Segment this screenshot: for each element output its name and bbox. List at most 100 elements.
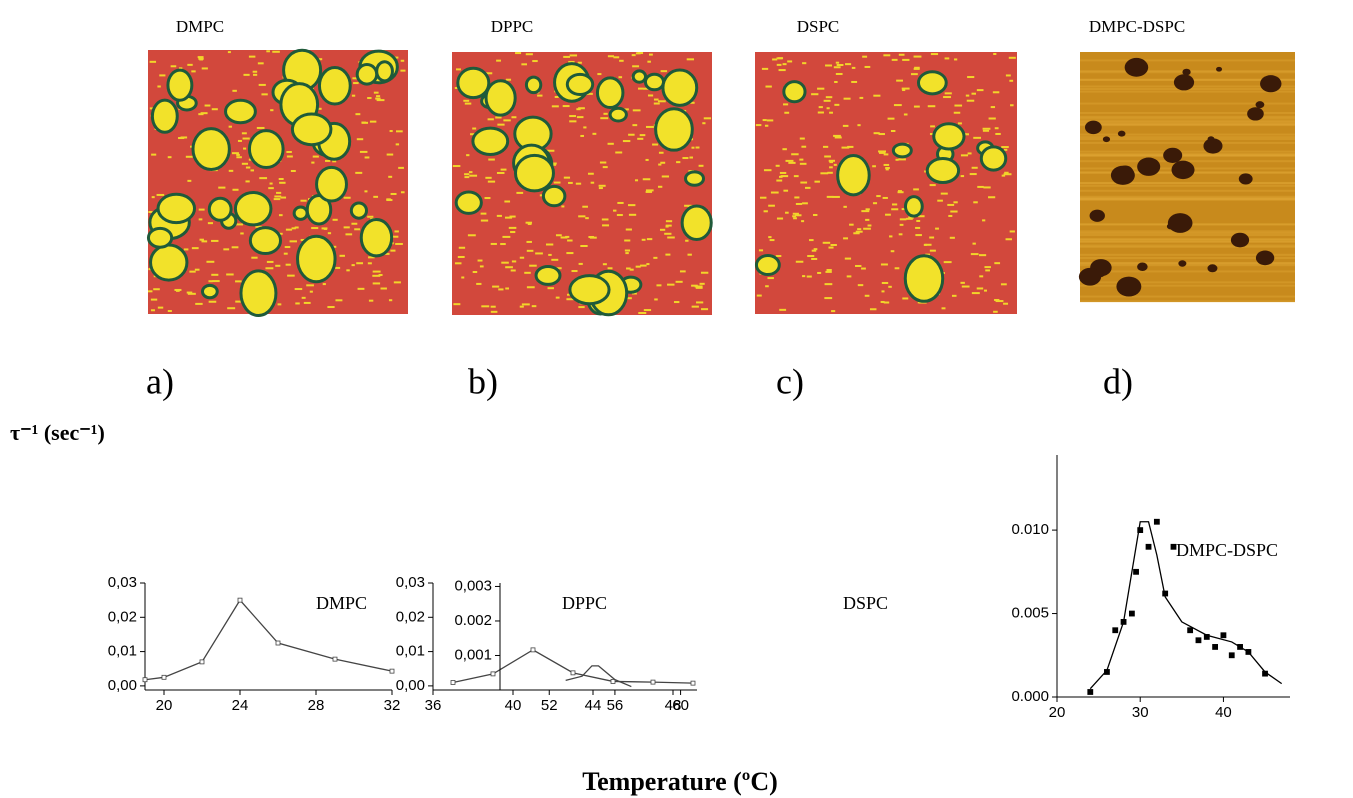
y-tick-label: 0,02 <box>396 608 425 625</box>
speckle <box>511 260 517 263</box>
speckle <box>794 196 800 199</box>
afm-domain <box>1110 165 1135 185</box>
data-point <box>1153 518 1160 525</box>
speckle <box>784 111 790 114</box>
speckle <box>826 195 834 198</box>
speckle <box>807 255 815 258</box>
speckle <box>849 223 854 226</box>
speckle <box>335 266 341 269</box>
speckle <box>967 76 975 79</box>
speckle <box>617 201 624 204</box>
speckle <box>861 210 870 213</box>
speckle <box>368 256 375 259</box>
speckle <box>597 73 602 76</box>
speckle <box>251 256 258 259</box>
speckle <box>243 73 250 76</box>
speckle <box>701 308 709 311</box>
speckle <box>988 196 996 199</box>
speckle <box>327 306 335 309</box>
speckle <box>623 108 629 111</box>
speckle <box>151 153 157 156</box>
speckle <box>1003 173 1012 176</box>
speckle <box>278 214 283 217</box>
speckle <box>629 268 634 271</box>
speckle <box>503 119 511 122</box>
x-tick-label: 44 <box>585 697 602 714</box>
afm-texture <box>1080 150 1295 153</box>
speckle <box>769 239 775 242</box>
speckle <box>289 240 297 243</box>
speckle <box>569 54 578 57</box>
speckle <box>953 201 958 204</box>
speckle <box>779 308 787 311</box>
speckle <box>855 264 862 267</box>
speckle <box>245 180 250 183</box>
data-point <box>1220 632 1227 639</box>
speckle <box>825 96 833 99</box>
speckle <box>653 102 660 105</box>
speckle <box>400 69 406 72</box>
speckle <box>1003 302 1009 305</box>
speckle <box>811 249 817 252</box>
speckle <box>227 307 236 310</box>
speckle <box>948 214 953 217</box>
speckle <box>598 187 603 190</box>
speckle <box>660 161 666 164</box>
data-point <box>1187 627 1194 634</box>
afm-domain <box>1171 160 1195 180</box>
speckle <box>832 195 840 198</box>
speckle <box>817 271 822 274</box>
speckle <box>352 77 360 80</box>
speckle <box>211 239 219 242</box>
speckle <box>643 309 652 312</box>
data-point <box>1133 568 1139 575</box>
speckle <box>198 208 205 211</box>
data-point <box>1203 634 1210 640</box>
speckle <box>905 217 913 220</box>
speckle <box>198 113 204 116</box>
speckle <box>272 50 280 53</box>
speckle <box>775 255 782 258</box>
speckle <box>283 252 288 255</box>
speckle <box>873 132 880 135</box>
speckle <box>268 187 274 190</box>
speckle <box>699 282 705 285</box>
speckle <box>865 218 870 221</box>
speckle <box>237 139 242 142</box>
y-tick-label: 0.000 <box>1011 688 1049 705</box>
domain <box>375 60 394 83</box>
x-tick-label: 24 <box>232 697 249 714</box>
speckle <box>566 252 574 255</box>
speckle <box>1001 146 1009 149</box>
speckle <box>862 55 868 58</box>
speckle <box>496 59 502 62</box>
afm-domain <box>1117 130 1126 137</box>
speckle <box>653 256 658 259</box>
speckle <box>954 104 963 107</box>
speckle <box>301 296 306 299</box>
speckle <box>994 298 1000 301</box>
speckle <box>635 265 641 268</box>
speckle <box>242 137 250 140</box>
speckle <box>187 292 196 295</box>
speckle <box>270 109 274 112</box>
speckle <box>966 99 975 102</box>
speckle <box>345 233 353 236</box>
speckle <box>976 89 984 92</box>
afm-texture <box>1080 153 1295 156</box>
domain <box>541 184 567 208</box>
speckle <box>915 226 921 229</box>
speckle <box>364 190 368 193</box>
speckle <box>658 151 664 154</box>
speckle <box>649 53 653 56</box>
domain <box>456 66 491 100</box>
speckle <box>618 76 623 79</box>
panel-letter: b) <box>468 361 498 401</box>
domain <box>359 217 394 258</box>
speckle <box>758 249 764 252</box>
afm-texture <box>1080 90 1295 93</box>
speckle <box>185 155 193 158</box>
afm-domain <box>1216 66 1223 72</box>
speckle <box>563 176 571 179</box>
speckle <box>477 259 483 262</box>
